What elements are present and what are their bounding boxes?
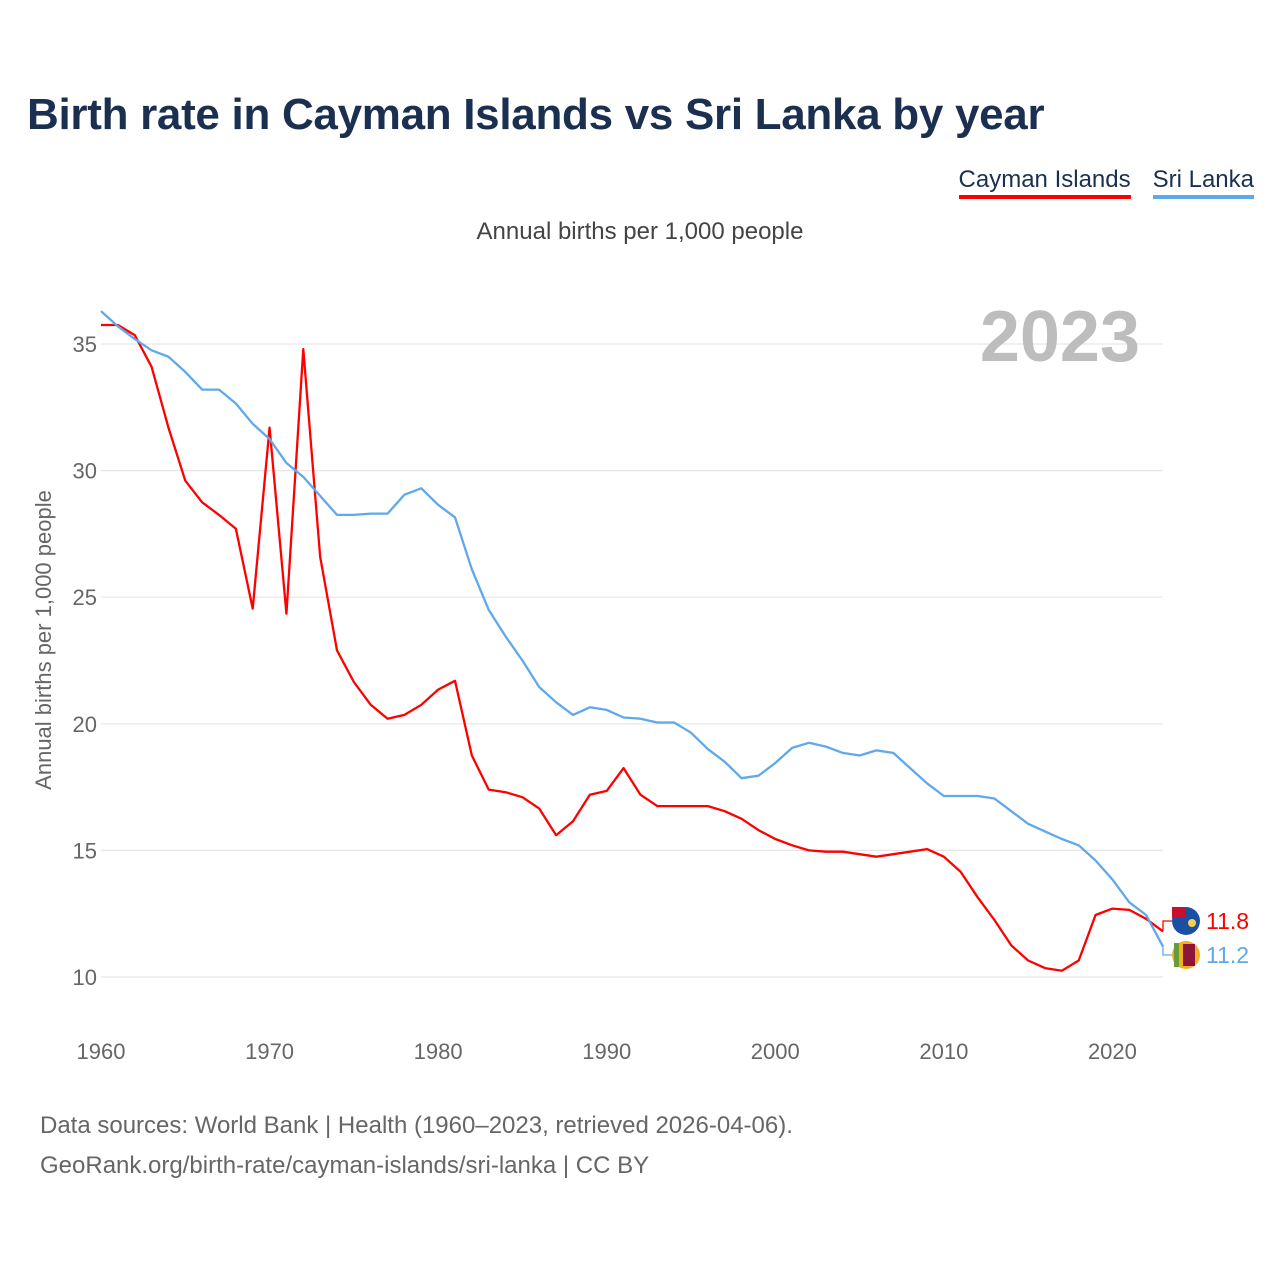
series-line-cayman-islands: [101, 323, 1164, 972]
footer: Data sources: World Bank | Health (1960–…: [40, 1106, 793, 1186]
y-tick-label: 35: [73, 332, 97, 357]
end-connector: [1162, 920, 1172, 932]
footer-sources: Data sources: World Bank | Health (1960–…: [40, 1112, 793, 1139]
y-tick-label: 30: [73, 459, 97, 484]
end-connector: [1162, 946, 1172, 956]
legend-cayman-islands[interactable]: Cayman Islands: [958, 166, 1131, 199]
chart-title: Birth rate in Cayman Islands vs Sri Lank…: [27, 90, 1045, 139]
footer-link[interactable]: GeoRank.org/birth-rate/cayman-islands/sr…: [40, 1152, 650, 1179]
series-line-sri-lanka: [100, 310, 1165, 948]
year-watermark: 2023: [980, 297, 1140, 377]
y-tick-label: 15: [73, 838, 97, 863]
flag-green-band: [1174, 943, 1179, 967]
x-tick-label: 2020: [1088, 1039, 1137, 1064]
x-tick-label: 1980: [414, 1039, 463, 1064]
legend-sri-lanka[interactable]: Sri Lanka: [1152, 166, 1254, 199]
x-tick-label: 1970: [245, 1039, 294, 1064]
legend: Cayman Islands Sri Lanka: [958, 166, 1254, 199]
x-tick-label: 2000: [751, 1039, 800, 1064]
flag-union-jack-part: [1172, 907, 1185, 918]
y-tick-label: 25: [73, 585, 97, 610]
chart-subtitle: Annual births per 1,000 people: [476, 218, 804, 245]
y-tick-label: 10: [73, 965, 97, 990]
end-value-label: 11.8: [1206, 908, 1249, 934]
flag-crest-part: [1188, 919, 1196, 927]
x-tick-label: 2010: [919, 1039, 968, 1064]
flag-maroon-field: [1183, 944, 1195, 966]
x-tick-label: 1990: [582, 1039, 631, 1064]
y-tick-label: 20: [73, 712, 97, 737]
y-axis-label: Annual births per 1,000 people: [31, 490, 56, 790]
end-value-label: 11.2: [1206, 942, 1249, 968]
x-tick-label: 1960: [77, 1039, 126, 1064]
